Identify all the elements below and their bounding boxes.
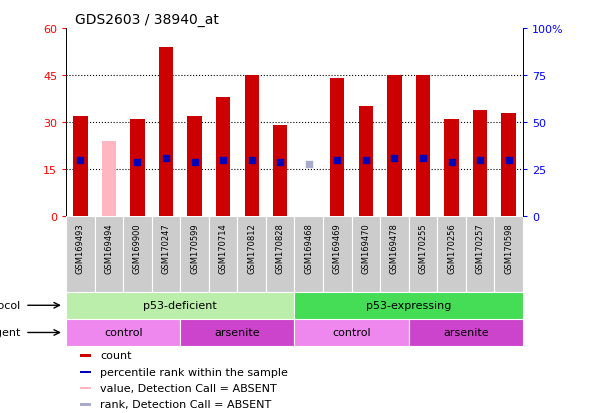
Text: rank, Detection Call = ABSENT: rank, Detection Call = ABSENT — [100, 399, 271, 409]
Text: GSM170812: GSM170812 — [247, 223, 256, 273]
Text: control: control — [332, 328, 371, 338]
Text: GSM170255: GSM170255 — [418, 223, 427, 273]
Bar — [323, 217, 352, 292]
Text: p53-expressing: p53-expressing — [366, 301, 451, 311]
Bar — [266, 217, 294, 292]
Bar — [444, 120, 459, 217]
Bar — [466, 217, 494, 292]
Bar — [352, 217, 380, 292]
Text: protocol: protocol — [0, 301, 20, 311]
Text: count: count — [100, 351, 132, 361]
Text: GSM170598: GSM170598 — [504, 223, 513, 273]
Bar — [237, 217, 266, 292]
Bar — [151, 217, 180, 292]
Text: GSM169470: GSM169470 — [361, 223, 370, 273]
Text: arsenite: arsenite — [215, 328, 260, 338]
Point — [275, 159, 285, 166]
Text: arsenite: arsenite — [443, 328, 489, 338]
Text: GSM170257: GSM170257 — [475, 223, 484, 273]
Text: GSM169900: GSM169900 — [133, 223, 142, 273]
Bar — [188, 116, 202, 217]
Text: GSM170247: GSM170247 — [162, 223, 171, 273]
Bar — [180, 217, 209, 292]
Bar — [359, 107, 373, 217]
Bar — [409, 217, 437, 292]
Bar — [494, 217, 523, 292]
Text: GSM170828: GSM170828 — [276, 223, 285, 273]
Point — [304, 161, 314, 168]
Text: p53-deficient: p53-deficient — [144, 301, 217, 311]
Point — [389, 155, 399, 162]
Bar — [409, 319, 523, 346]
Text: GSM170599: GSM170599 — [190, 223, 199, 273]
Bar — [66, 319, 180, 346]
Text: GSM170714: GSM170714 — [219, 223, 228, 273]
Bar — [245, 76, 259, 217]
Bar — [294, 292, 523, 319]
Bar — [66, 292, 294, 319]
Text: GDS2603 / 38940_at: GDS2603 / 38940_at — [75, 12, 219, 26]
Bar — [330, 79, 344, 217]
Bar — [80, 370, 91, 373]
Bar — [387, 76, 401, 217]
Point — [447, 159, 456, 166]
Text: percentile rank within the sample: percentile rank within the sample — [100, 367, 288, 377]
Point — [247, 157, 257, 164]
Point — [76, 157, 85, 164]
Bar — [294, 319, 409, 346]
Bar — [416, 76, 430, 217]
Bar — [80, 387, 91, 389]
Bar — [159, 47, 173, 217]
Bar — [130, 120, 145, 217]
Bar — [80, 354, 91, 357]
Bar — [123, 217, 151, 292]
Point — [475, 157, 485, 164]
Bar — [209, 217, 237, 292]
Text: agent: agent — [0, 328, 20, 338]
Bar — [66, 217, 94, 292]
Text: GSM169469: GSM169469 — [333, 223, 342, 273]
Point — [361, 157, 371, 164]
Point — [332, 157, 342, 164]
Text: value, Detection Call = ABSENT: value, Detection Call = ABSENT — [100, 383, 276, 393]
Bar — [501, 114, 516, 217]
Text: control: control — [104, 328, 142, 338]
Point — [218, 157, 228, 164]
Bar — [180, 319, 294, 346]
Bar — [294, 217, 323, 292]
Bar — [73, 116, 88, 217]
Bar — [273, 126, 287, 217]
Point — [504, 157, 513, 164]
Point — [418, 155, 428, 162]
Bar — [95, 217, 123, 292]
Bar — [380, 217, 409, 292]
Bar — [80, 403, 91, 406]
Text: GSM169468: GSM169468 — [304, 223, 313, 273]
Bar — [102, 142, 116, 217]
Point — [133, 159, 142, 166]
Bar — [473, 110, 487, 217]
Point — [190, 159, 200, 166]
Text: GSM170256: GSM170256 — [447, 223, 456, 273]
Text: GSM169494: GSM169494 — [105, 223, 114, 273]
Text: GSM169478: GSM169478 — [390, 223, 399, 273]
Text: GSM169493: GSM169493 — [76, 223, 85, 273]
Point — [161, 155, 171, 162]
Bar — [216, 98, 230, 217]
Bar — [437, 217, 466, 292]
